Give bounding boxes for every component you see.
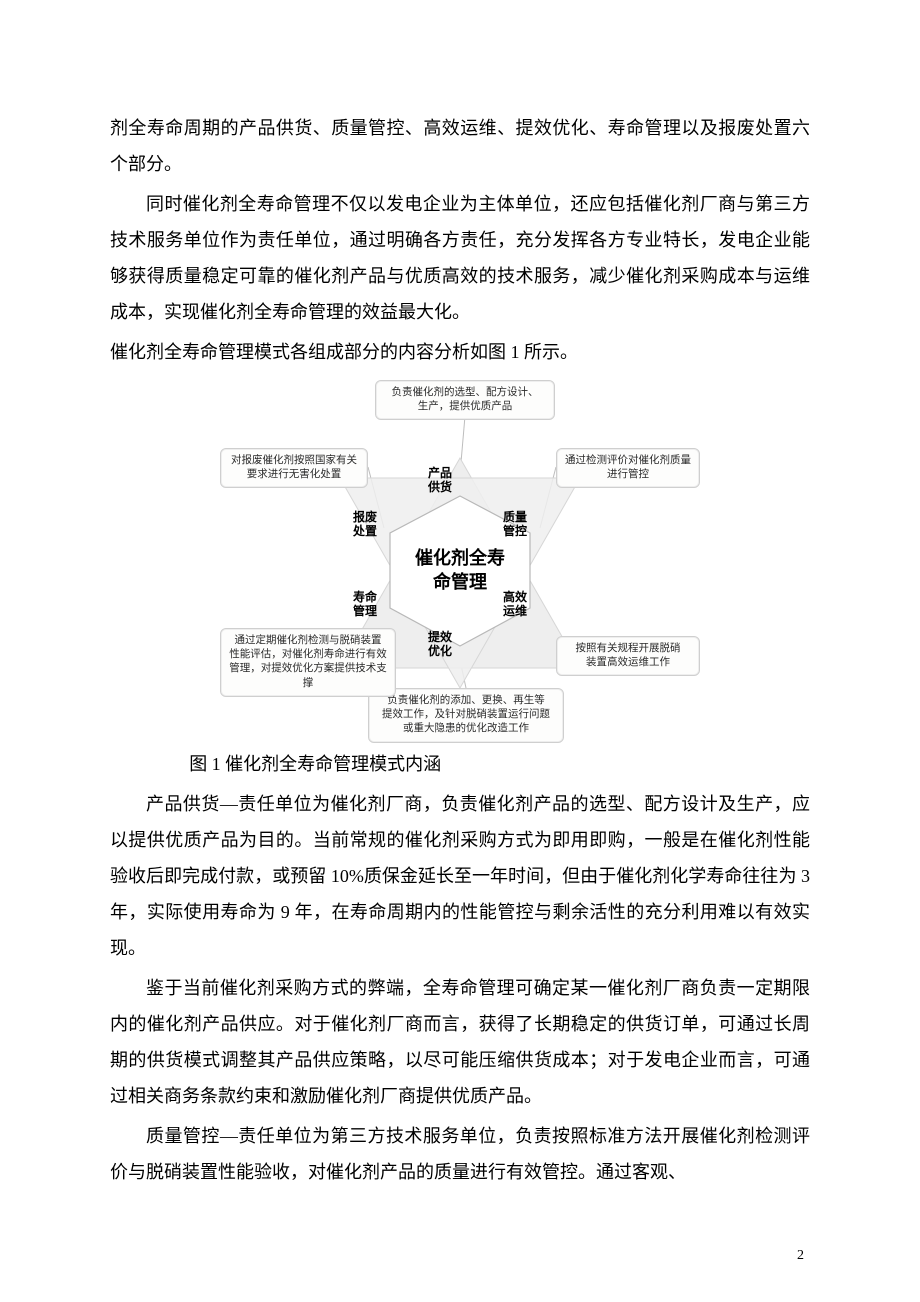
page-number: 2 [797,1248,804,1264]
box-tl: 对报废催化剂按照国家有关要求进行无害化处置 [220,448,368,488]
paragraph-2: 同时催化剂全寿命管理不仅以发电企业为主体单位，还应包括催化剂厂商与第三方技术服务… [110,186,810,330]
center-label-line1: 催化剂全寿 [415,548,505,568]
document-page: 剂全寿命周期的产品供货、质量管控、高效运维、提效优化、寿命管理以及报废处置六个部… [0,0,920,1302]
figure-1-caption: 图 1 催化剂全寿命管理模式内涵 [110,746,810,782]
box-bl: 通过定期催化剂检测与脱硝装置性能评估，对催化剂寿命进行有效管理，对提效优化方案提… [220,628,396,697]
node-optimize: 提效优化 [420,631,460,659]
center-label-line2: 命管理 [433,572,487,592]
box-tr: 通过检测评价对催化剂质量进行管控 [556,448,700,488]
node-scrap: 报废处置 [345,511,385,539]
node-supply: 产品供货 [420,467,460,495]
node-quality: 质量管控 [495,511,535,539]
paragraph-3: 催化剂全寿命管理模式各组成部分的内容分析如图 1 所示。 [110,334,810,370]
paragraph-5: 鉴于当前催化剂采购方式的弊端，全寿命管理可确定某一催化剂厂商负责一定期限内的催化… [110,970,810,1114]
figure-1: 负责催化剂的选型、配方设计、生产，提供优质产品通过检测评价对催化剂质量进行管控按… [220,378,700,738]
node-life: 寿命管理 [345,591,385,619]
paragraph-4: 产品供货—责任单位为催化剂厂商，负责催化剂产品的选型、配方设计及生产，应以提供优… [110,786,810,966]
paragraph-6: 质量管控—责任单位为第三方技术服务单位，负责按照标准方法开展催化剂检测评价与脱硝… [110,1118,810,1190]
box-br: 按照有关规程开展脱硝装置高效运维工作 [556,636,700,676]
node-ops: 高效运维 [495,591,535,619]
box-top: 负责催化剂的选型、配方设计、生产，提供优质产品 [375,380,555,420]
paragraph-1: 剂全寿命周期的产品供货、质量管控、高效运维、提效优化、寿命管理以及报废处置六个部… [110,110,810,182]
box-bottom: 负责催化剂的添加、更换、再生等提效工作，及针对脱硝装置运行问题或重大隐患的优化改… [368,688,564,743]
center-label: 催化剂全寿 命管理 [400,546,520,595]
